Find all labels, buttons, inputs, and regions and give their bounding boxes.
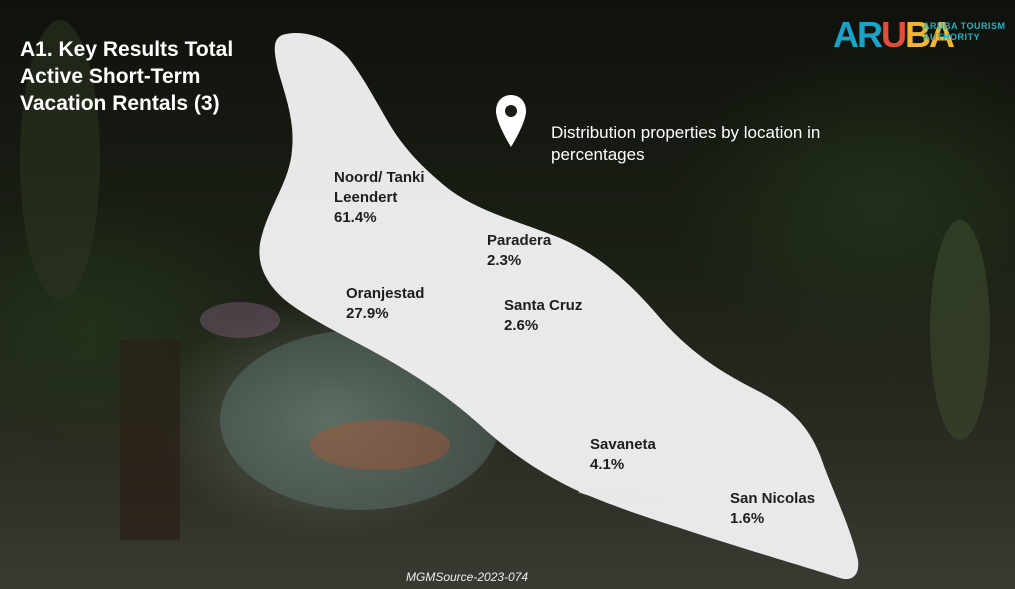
logo-text-line1: ARUBA TOURISM bbox=[923, 21, 1006, 31]
location-label-san-nicolas: San Nicolas 1.6% bbox=[730, 489, 815, 529]
source-note: MGMSource-2023-074 bbox=[406, 570, 529, 584]
logo-text: ARUBA TOURISM AUTHORITY bbox=[923, 21, 1006, 43]
island-map-shape bbox=[259, 32, 859, 580]
location-value: 61.4% bbox=[334, 209, 377, 226]
location-label-savaneta: Savaneta 4.1% bbox=[590, 435, 656, 475]
location-name: Noord/ Tanki Leendert bbox=[334, 169, 425, 206]
location-value: 2.6% bbox=[504, 317, 539, 334]
logo-mark: ARUBA bbox=[833, 14, 955, 55]
location-label-santa-cruz: Santa Cruz 2.6% bbox=[504, 296, 582, 336]
location-name: Savaneta bbox=[590, 436, 656, 453]
location-name: Santa Cruz bbox=[504, 297, 583, 314]
location-label-oranjestad: Oranjestad 27.9% bbox=[346, 284, 424, 324]
location-name: San Nicolas bbox=[730, 490, 816, 507]
location-value: 27.9% bbox=[346, 305, 389, 322]
location-pin-icon bbox=[496, 95, 526, 147]
slide-title: A1. Key Results Total Active Short-Term … bbox=[20, 38, 234, 115]
map-subtitle: Distribution properties by location in p… bbox=[551, 123, 821, 164]
location-name: Oranjestad bbox=[346, 285, 425, 302]
logo-text-line2: AUTHORITY bbox=[923, 32, 980, 42]
aruba-tourism-logo: ARUBA ARUBA TOURISM AUTHORITY bbox=[833, 15, 1013, 63]
location-value: 2.3% bbox=[487, 252, 522, 269]
location-label-paradera: Paradera 2.3% bbox=[487, 231, 551, 271]
location-name: Paradera bbox=[487, 232, 552, 249]
location-label-noord: Noord/ Tanki Leendert 61.4% bbox=[334, 168, 454, 228]
location-value: 4.1% bbox=[590, 456, 625, 473]
location-value: 1.6% bbox=[730, 510, 765, 527]
